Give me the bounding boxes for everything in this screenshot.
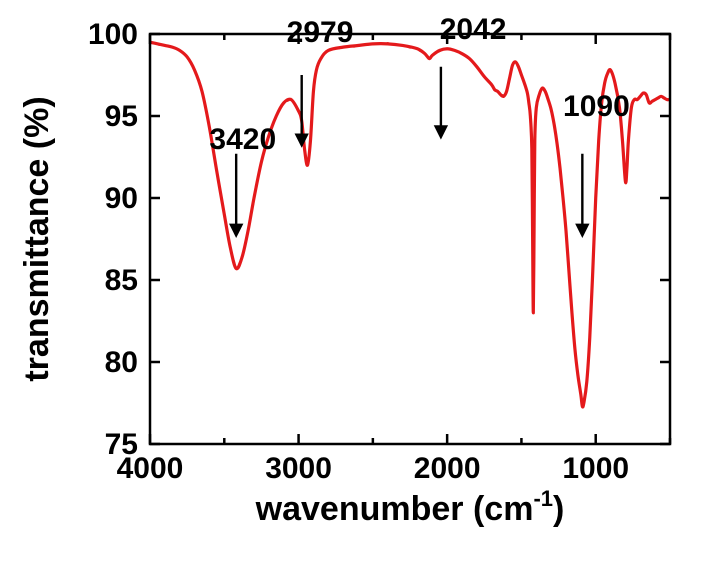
xtick-label: 3000	[265, 452, 332, 485]
ytick-label: 90	[105, 182, 138, 215]
chart-svg: 40003000200010007580859095100wavenumber …	[0, 0, 704, 570]
ytick-label: 85	[105, 264, 138, 297]
ytick-label: 75	[105, 428, 138, 461]
y-axis-label: transmittance (%)	[18, 96, 56, 381]
ytick-label: 95	[105, 100, 138, 133]
ir-spectrum-chart: 40003000200010007580859095100wavenumber …	[0, 0, 704, 570]
peak-label: 3420	[209, 123, 276, 156]
xtick-label: 1000	[562, 452, 629, 485]
xtick-label: 2000	[414, 452, 481, 485]
peak-label: 2042	[440, 13, 507, 46]
peak-label: 2979	[287, 16, 354, 49]
x-axis-label: wavenumber (cm-1)	[255, 486, 565, 528]
ytick-label: 100	[88, 18, 138, 51]
peak-label: 1090	[563, 90, 630, 123]
ytick-label: 80	[105, 346, 138, 379]
